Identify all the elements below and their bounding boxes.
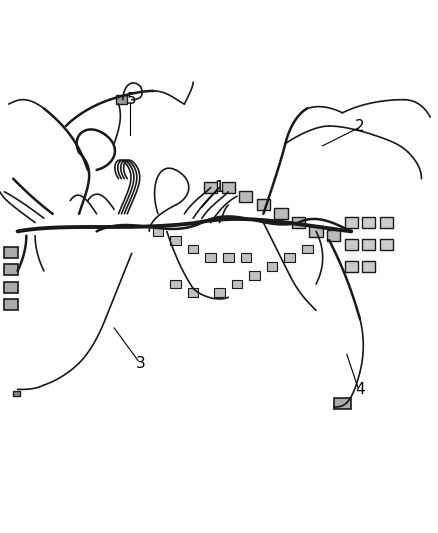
Bar [170, 236, 180, 245]
Bar [284, 253, 294, 262]
Bar [379, 239, 392, 250]
Bar [274, 208, 287, 219]
Bar [13, 391, 20, 396]
Bar [187, 245, 198, 253]
Bar [333, 398, 350, 409]
Bar [214, 288, 224, 297]
Bar [344, 217, 357, 228]
Bar [344, 261, 357, 272]
Bar [249, 271, 259, 280]
Bar [4, 282, 18, 293]
Bar [309, 225, 322, 237]
Text: 4: 4 [354, 382, 364, 397]
Bar [361, 261, 374, 272]
Bar [301, 245, 312, 253]
Bar [221, 182, 234, 193]
Bar [152, 227, 163, 236]
Bar [205, 253, 215, 262]
Text: 5: 5 [127, 92, 136, 107]
Text: 3: 3 [135, 356, 145, 370]
Bar [170, 280, 180, 288]
Bar [361, 239, 374, 250]
Text: 1: 1 [214, 180, 224, 195]
Bar [240, 253, 251, 262]
Bar [344, 239, 357, 250]
Bar [326, 230, 339, 241]
Bar [379, 217, 392, 228]
Bar [4, 247, 18, 258]
Bar [231, 280, 242, 288]
Bar [256, 199, 269, 211]
Bar [223, 253, 233, 262]
Text: 2: 2 [354, 118, 364, 134]
Bar [4, 264, 18, 275]
Bar [239, 191, 252, 201]
Bar [187, 288, 198, 297]
Bar [361, 217, 374, 228]
Bar [4, 300, 18, 310]
Bar [291, 217, 304, 228]
Bar [116, 95, 127, 104]
Bar [266, 262, 277, 271]
Bar [204, 182, 217, 193]
